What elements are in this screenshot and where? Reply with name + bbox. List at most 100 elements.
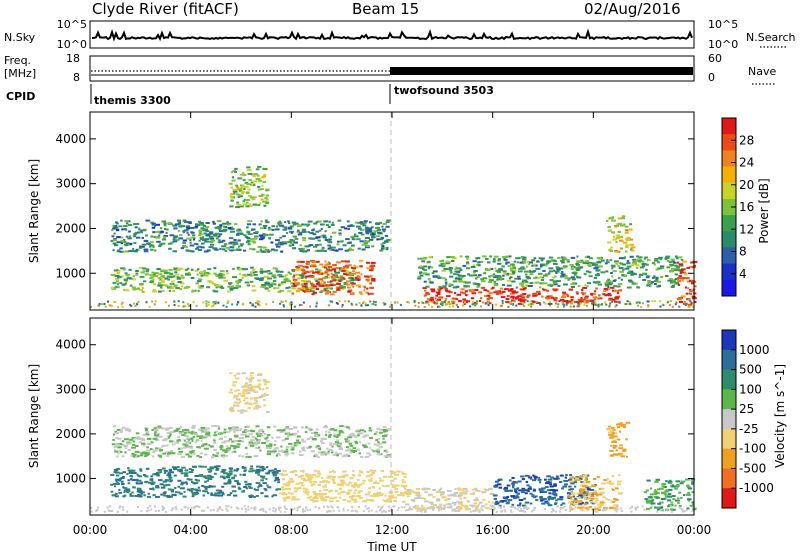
echo-cell	[347, 249, 351, 251]
echo-cell	[323, 289, 327, 292]
echo-cell	[159, 449, 163, 452]
echo-cell	[488, 275, 491, 278]
echo-cell	[612, 500, 616, 503]
echo-cell	[143, 248, 149, 251]
echo-cell	[132, 278, 137, 281]
echo-cell	[301, 484, 305, 487]
echo-cell	[179, 234, 183, 237]
echo-cell	[521, 504, 527, 507]
echo-cell	[330, 451, 334, 454]
echo-cell	[289, 230, 294, 233]
echo-cell	[198, 239, 201, 242]
echo-cell	[359, 429, 365, 432]
echo-cell	[570, 498, 574, 501]
echo-cell	[152, 437, 158, 440]
echo-cell	[421, 257, 427, 260]
echo-cell	[241, 455, 245, 458]
echo-cell	[234, 223, 238, 226]
ground-scatter-cell	[432, 506, 435, 508]
echo-cell	[341, 287, 345, 290]
echo-cell	[258, 223, 262, 226]
ground-scatter-cell	[329, 510, 332, 513]
echo-cell	[346, 271, 350, 274]
ground-scatter-cell	[482, 301, 485, 304]
echo-cell	[181, 429, 187, 432]
ground-scatter-cell	[557, 303, 560, 306]
echo-cell	[478, 274, 482, 277]
echo-cell	[257, 188, 261, 191]
echo-cell	[532, 270, 537, 273]
ground-scatter-cell	[323, 505, 326, 508]
echo-cell	[671, 484, 675, 487]
echo-cell	[134, 450, 140, 453]
echo-cell	[615, 234, 621, 237]
echo-cell	[653, 280, 659, 283]
echo-cell	[349, 248, 354, 251]
echo-cell	[671, 284, 675, 287]
echo-cell	[247, 188, 251, 191]
echo-cell	[281, 478, 285, 481]
echo-cell	[158, 277, 161, 280]
echo-cell	[306, 493, 310, 496]
echo-cell	[452, 302, 455, 305]
echo-cell	[322, 493, 328, 495]
echo-cell	[334, 496, 337, 499]
echo-cell	[430, 503, 433, 506]
echo-cell	[273, 425, 277, 428]
echo-cell	[677, 280, 682, 282]
ground-scatter-cell	[578, 302, 581, 305]
echo-cell	[489, 268, 494, 270]
echo-cell	[290, 492, 294, 495]
echo-cell	[191, 290, 195, 293]
echo-cell	[255, 178, 261, 180]
echo-cell	[607, 241, 612, 244]
ground-scatter-cell	[522, 303, 524, 306]
echo-cell	[478, 261, 484, 263]
echo-cell	[289, 428, 292, 431]
echo-cell	[220, 287, 225, 290]
ground-scatter-cell	[543, 301, 545, 304]
echo-cell	[381, 484, 384, 487]
echo-cell	[284, 275, 287, 278]
echo-cell	[558, 300, 561, 303]
echo-cell	[619, 239, 624, 242]
ground-scatter-cell	[254, 302, 257, 304]
echo-cell	[487, 261, 491, 264]
power-colorbar-label: Power [dB]	[757, 178, 771, 243]
echo-cell	[202, 475, 207, 478]
nsky-panel	[89, 20, 695, 49]
echo-cell	[368, 238, 374, 241]
echo-cell	[594, 263, 599, 266]
ground-scatter-cell	[282, 304, 285, 307]
echo-cell	[580, 296, 583, 299]
echo-cell	[210, 243, 215, 246]
ground-scatter-cell	[603, 509, 606, 512]
echo-cell	[606, 259, 609, 262]
echo-cell	[227, 285, 231, 288]
echo-cell	[208, 246, 214, 249]
echo-cell	[112, 239, 118, 242]
echo-cell	[653, 263, 656, 266]
echo-cell	[290, 448, 295, 451]
echo-cell	[131, 479, 135, 482]
echo-cell	[262, 430, 265, 433]
ground-scatter-cell	[205, 302, 208, 305]
echo-cell	[549, 481, 552, 484]
ground-scatter-cell	[137, 506, 139, 508]
echo-cell	[661, 485, 665, 488]
echo-cell	[333, 433, 338, 436]
echo-cell	[327, 435, 331, 438]
echo-cell	[301, 276, 305, 279]
echo-cell	[372, 486, 375, 489]
echo-cell	[265, 440, 270, 443]
echo-cell	[187, 273, 191, 276]
echo-cell	[189, 489, 193, 492]
ground-scatter-cell	[327, 304, 330, 307]
ground-scatter-cell	[289, 303, 291, 306]
echo-cell	[427, 267, 430, 270]
echo-cell	[536, 290, 541, 293]
echo-cell	[597, 297, 601, 300]
echo-cell	[523, 261, 526, 264]
echo-cell	[188, 468, 192, 470]
echo-cell	[347, 436, 352, 439]
